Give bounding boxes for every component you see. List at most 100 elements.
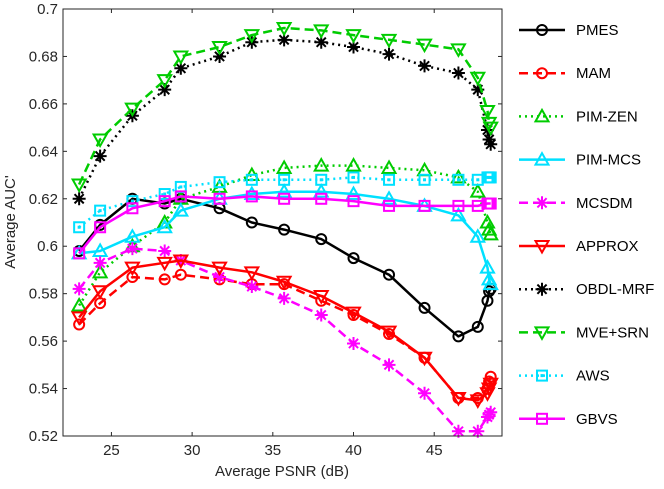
- series-mcsdm-marker-0: [72, 282, 86, 296]
- series-gbvs-marker-11: [418, 199, 431, 212]
- series-aws-marker-8: [315, 173, 328, 186]
- series-mve-srn-marker-12: [450, 43, 467, 58]
- series-gbvs-marker-5: [213, 192, 226, 205]
- series-obdl-mrf: [72, 33, 498, 206]
- series-pim-mcs-marker-10: [380, 190, 398, 205]
- series-mve-srn-marker-0: [70, 178, 88, 194]
- series-obdl-mrf-marker-5: [213, 49, 227, 63]
- series-line-mve-srn: [77, 26, 492, 186]
- series-mve-srn-marker-14: [479, 105, 496, 120]
- series-obdl-mrf-marker-15: [482, 132, 496, 146]
- series-obdl-mrf-marker-7: [277, 33, 291, 47]
- series-aws-marker-9: [347, 171, 360, 184]
- series-line-approx: [78, 259, 492, 402]
- legend-item-gbvs: GBVS: [519, 411, 618, 428]
- series-obdl-mrf-marker-13: [471, 83, 485, 97]
- series-mam-marker-3: [158, 273, 171, 286]
- series-mcsdm-marker-8: [314, 308, 328, 322]
- series-obdl-mrf-marker-9: [347, 40, 361, 54]
- series-gbvs-marker-8: [315, 192, 328, 205]
- series-aws-marker-11: [418, 173, 431, 186]
- series-mcsdm-marker-12: [451, 424, 465, 438]
- series-mam-marker-0: [73, 318, 86, 331]
- series-pmes-marker-6: [245, 216, 258, 229]
- series-aws-marker-6: [245, 173, 258, 186]
- legend-item-aws: AWS: [519, 368, 610, 385]
- series-gbvs-marker-9: [347, 195, 360, 208]
- legend-item-mam: MAM: [519, 65, 611, 82]
- series-gbvs-marker-12: [452, 199, 465, 212]
- legend-label-pmes: PMES: [576, 22, 619, 39]
- series-approx-marker-3: [156, 256, 173, 272]
- series-gbvs-marker-7: [278, 192, 291, 205]
- x-axis-label: Average PSNR (dB): [215, 463, 349, 480]
- legend-item-pim-zen: PIM-ZEN: [519, 107, 638, 125]
- series-obdl-mrf-marker-1: [93, 149, 107, 163]
- series-pim-zen-marker-12: [450, 168, 467, 184]
- series-approx-marker-11: [416, 351, 433, 367]
- series-mve-srn-marker-16: [482, 121, 499, 137]
- series-aws-marker-3: [158, 188, 171, 201]
- legend-pim-mcs-marker-0: [533, 151, 551, 166]
- series-mam-marker-4: [174, 268, 187, 281]
- legend-label-obdl-mrf: OBDL-MRF: [576, 281, 654, 298]
- series-mam-marker-16: [484, 370, 497, 383]
- series-pim-mcs-marker-4: [172, 202, 190, 217]
- series-mve-srn-marker-11: [416, 38, 433, 54]
- series-obdl-mrf-marker-11: [418, 59, 432, 73]
- y-tick-label-0: 0.52: [29, 428, 58, 445]
- legend-pmes-marker-0: [536, 24, 548, 36]
- legend-item-approx: APPROX: [519, 238, 639, 255]
- series-pmes-marker-12: [452, 330, 465, 343]
- series-obdl-mrf-marker-0: [72, 192, 86, 206]
- series-mcsdm-marker-2: [125, 242, 139, 256]
- series-approx-marker-7: [275, 275, 293, 291]
- x-tick-label-0: 25: [103, 442, 120, 459]
- series-aws-marker-0: [73, 221, 86, 234]
- series-pim-mcs-marker-13: [469, 228, 487, 243]
- series-pim-mcs-marker-8: [313, 183, 330, 198]
- series-mve-srn-marker-4: [172, 50, 190, 65]
- legend-label-mcsdm: MCSDM: [576, 195, 633, 212]
- series-pim-zen-marker-7: [275, 159, 293, 174]
- series-pim-zen-marker-0: [70, 296, 88, 312]
- series-mve-srn-marker-9: [345, 29, 362, 44]
- series-mve-srn-marker-7: [275, 21, 293, 37]
- series-pim-mcs-marker-9: [345, 185, 362, 201]
- series-approx-marker-2: [124, 261, 141, 277]
- legend-label-mam: MAM: [576, 65, 611, 82]
- series-obdl-mrf-marker-3: [158, 83, 172, 97]
- axes-box: [62, 8, 503, 437]
- series-approx: [70, 254, 499, 409]
- series-approx-marker-4: [172, 254, 190, 269]
- series-mve-srn-marker-2: [124, 102, 141, 118]
- legend-mve-srn-marker-0: [533, 326, 551, 341]
- series-approx-marker-8: [313, 290, 330, 305]
- series-gbvs: [73, 190, 497, 260]
- legend-pim-zen-marker-0: [533, 107, 551, 123]
- series-mve-srn-marker-3: [156, 74, 173, 89]
- series-line-pmes: [78, 197, 492, 338]
- series-pmes-marker-8: [315, 233, 328, 246]
- series-approx-marker-1: [91, 285, 109, 300]
- series-mve-srn-marker-8: [313, 24, 330, 39]
- series-approx-marker-9: [345, 306, 362, 322]
- series-line-pim-mcs: [78, 190, 492, 285]
- series-pmes-marker-10: [383, 268, 396, 281]
- series-pim-zen-marker-1: [91, 263, 109, 279]
- series-aws-marker-10: [383, 173, 396, 186]
- series-pmes-marker-13: [471, 320, 484, 333]
- y-tick-label-5: 0.62: [29, 191, 58, 208]
- series-gbvs-marker-4: [174, 190, 187, 203]
- y-tick-label-8: 0.68: [29, 48, 58, 65]
- legend-mam-marker-0: [536, 67, 548, 80]
- series-pim-mcs-marker-3: [156, 218, 173, 234]
- series-pim-mcs-marker-16: [482, 275, 499, 291]
- series-aws-marker-12: [452, 173, 465, 186]
- x-tick-label-4: 45: [426, 442, 443, 459]
- series-pim-zen-marker-8: [313, 157, 330, 172]
- legend-label-approx: APPROX: [576, 238, 639, 255]
- series-layer: [70, 21, 499, 438]
- series-pim-zen-marker-9: [345, 157, 362, 172]
